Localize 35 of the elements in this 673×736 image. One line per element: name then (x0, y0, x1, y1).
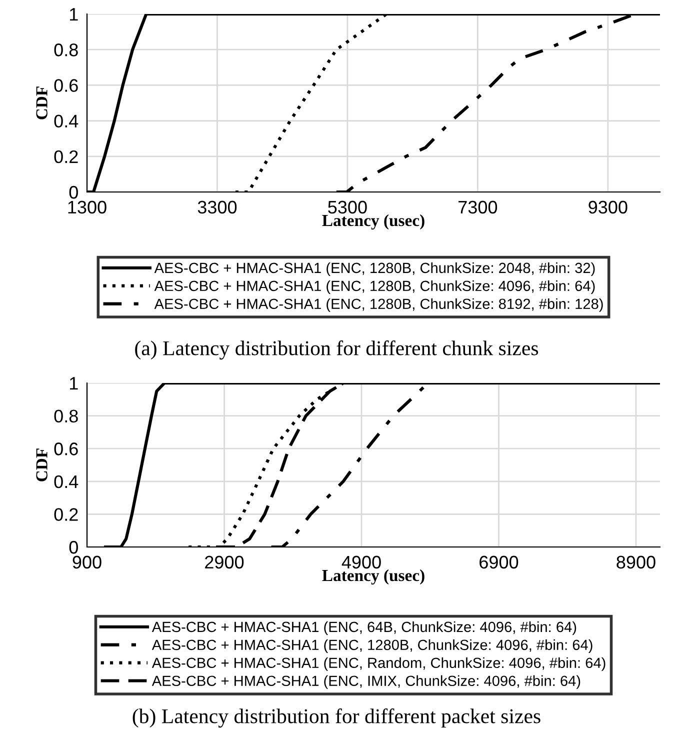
y-tick-label: 0 (69, 540, 78, 554)
x-tick-label: 5300 (328, 200, 367, 214)
y-tick-label: 0.6 (54, 442, 78, 456)
y-axis-title: CDF (36, 86, 48, 120)
x-axis-title: Latency (usec) (322, 214, 424, 230)
x-axis-title: Latency (usec) (322, 569, 424, 585)
y-tick-label: 0.6 (54, 79, 78, 92)
text: (a) Latency distribution for different chunk sizes (135, 340, 538, 360)
text: (b) Latency distribution for different packet sizes (132, 708, 540, 728)
legend-label: AES-CBC + HMAC-SHA1 (ENC, 1280B, ChunkSize: 4096, #bin: 64) (154, 280, 595, 294)
y-tick-label: 0.4 (54, 114, 78, 128)
legend-label: AES-CBC + HMAC-SHA1 (ENC, 1280B, ChunkSize: 4096, #bin: 64) (152, 639, 592, 653)
legend-label: AES-CBC + HMAC-SHA1 (ENC, 1280B, ChunkSize: 8192, #bin: 128) (154, 298, 603, 312)
legend-label: AES-CBC + HMAC-SHA1 (ENC, Random, ChunkSize: 4096, #bin: 64) (152, 657, 606, 671)
legend-label: AES-CBC + HMAC-SHA1 (ENC, IMIX, ChunkSize: 4096, #bin: 64) (152, 675, 580, 689)
x-tick-label: 3300 (198, 200, 237, 214)
x-tick-label: 2900 (205, 556, 244, 569)
x-tick-label: 900 (72, 556, 102, 569)
y-tick-label: 1 (70, 8, 78, 21)
y-axis-title: CDF (36, 448, 48, 482)
x-tick-label: 6900 (480, 556, 518, 569)
y-tick-label: 0 (69, 186, 78, 199)
legend-label: AES-CBC + HMAC-SHA1 (ENC, 1280B, ChunkSize: 2048, #bin: 32) (154, 262, 595, 276)
x-tick-label: 9300 (588, 200, 628, 214)
legend-label: AES-CBC + HMAC-SHA1 (ENC, 64B, ChunkSize: 4096, #bin: 64) (152, 621, 576, 635)
x-tick-label: 1300 (68, 200, 106, 214)
x-tick-label: 8900 (616, 556, 656, 569)
y-tick-label: 0.2 (54, 150, 78, 164)
y-tick-label: 1 (70, 377, 78, 390)
y-tick-label: 0.2 (54, 508, 78, 521)
x-tick-label: 7300 (458, 200, 498, 214)
y-tick-label: 0.8 (54, 44, 78, 56)
x-tick-label: 4900 (342, 556, 381, 569)
y-tick-label: 0.8 (54, 410, 78, 423)
y-tick-label: 0.4 (54, 475, 78, 488)
